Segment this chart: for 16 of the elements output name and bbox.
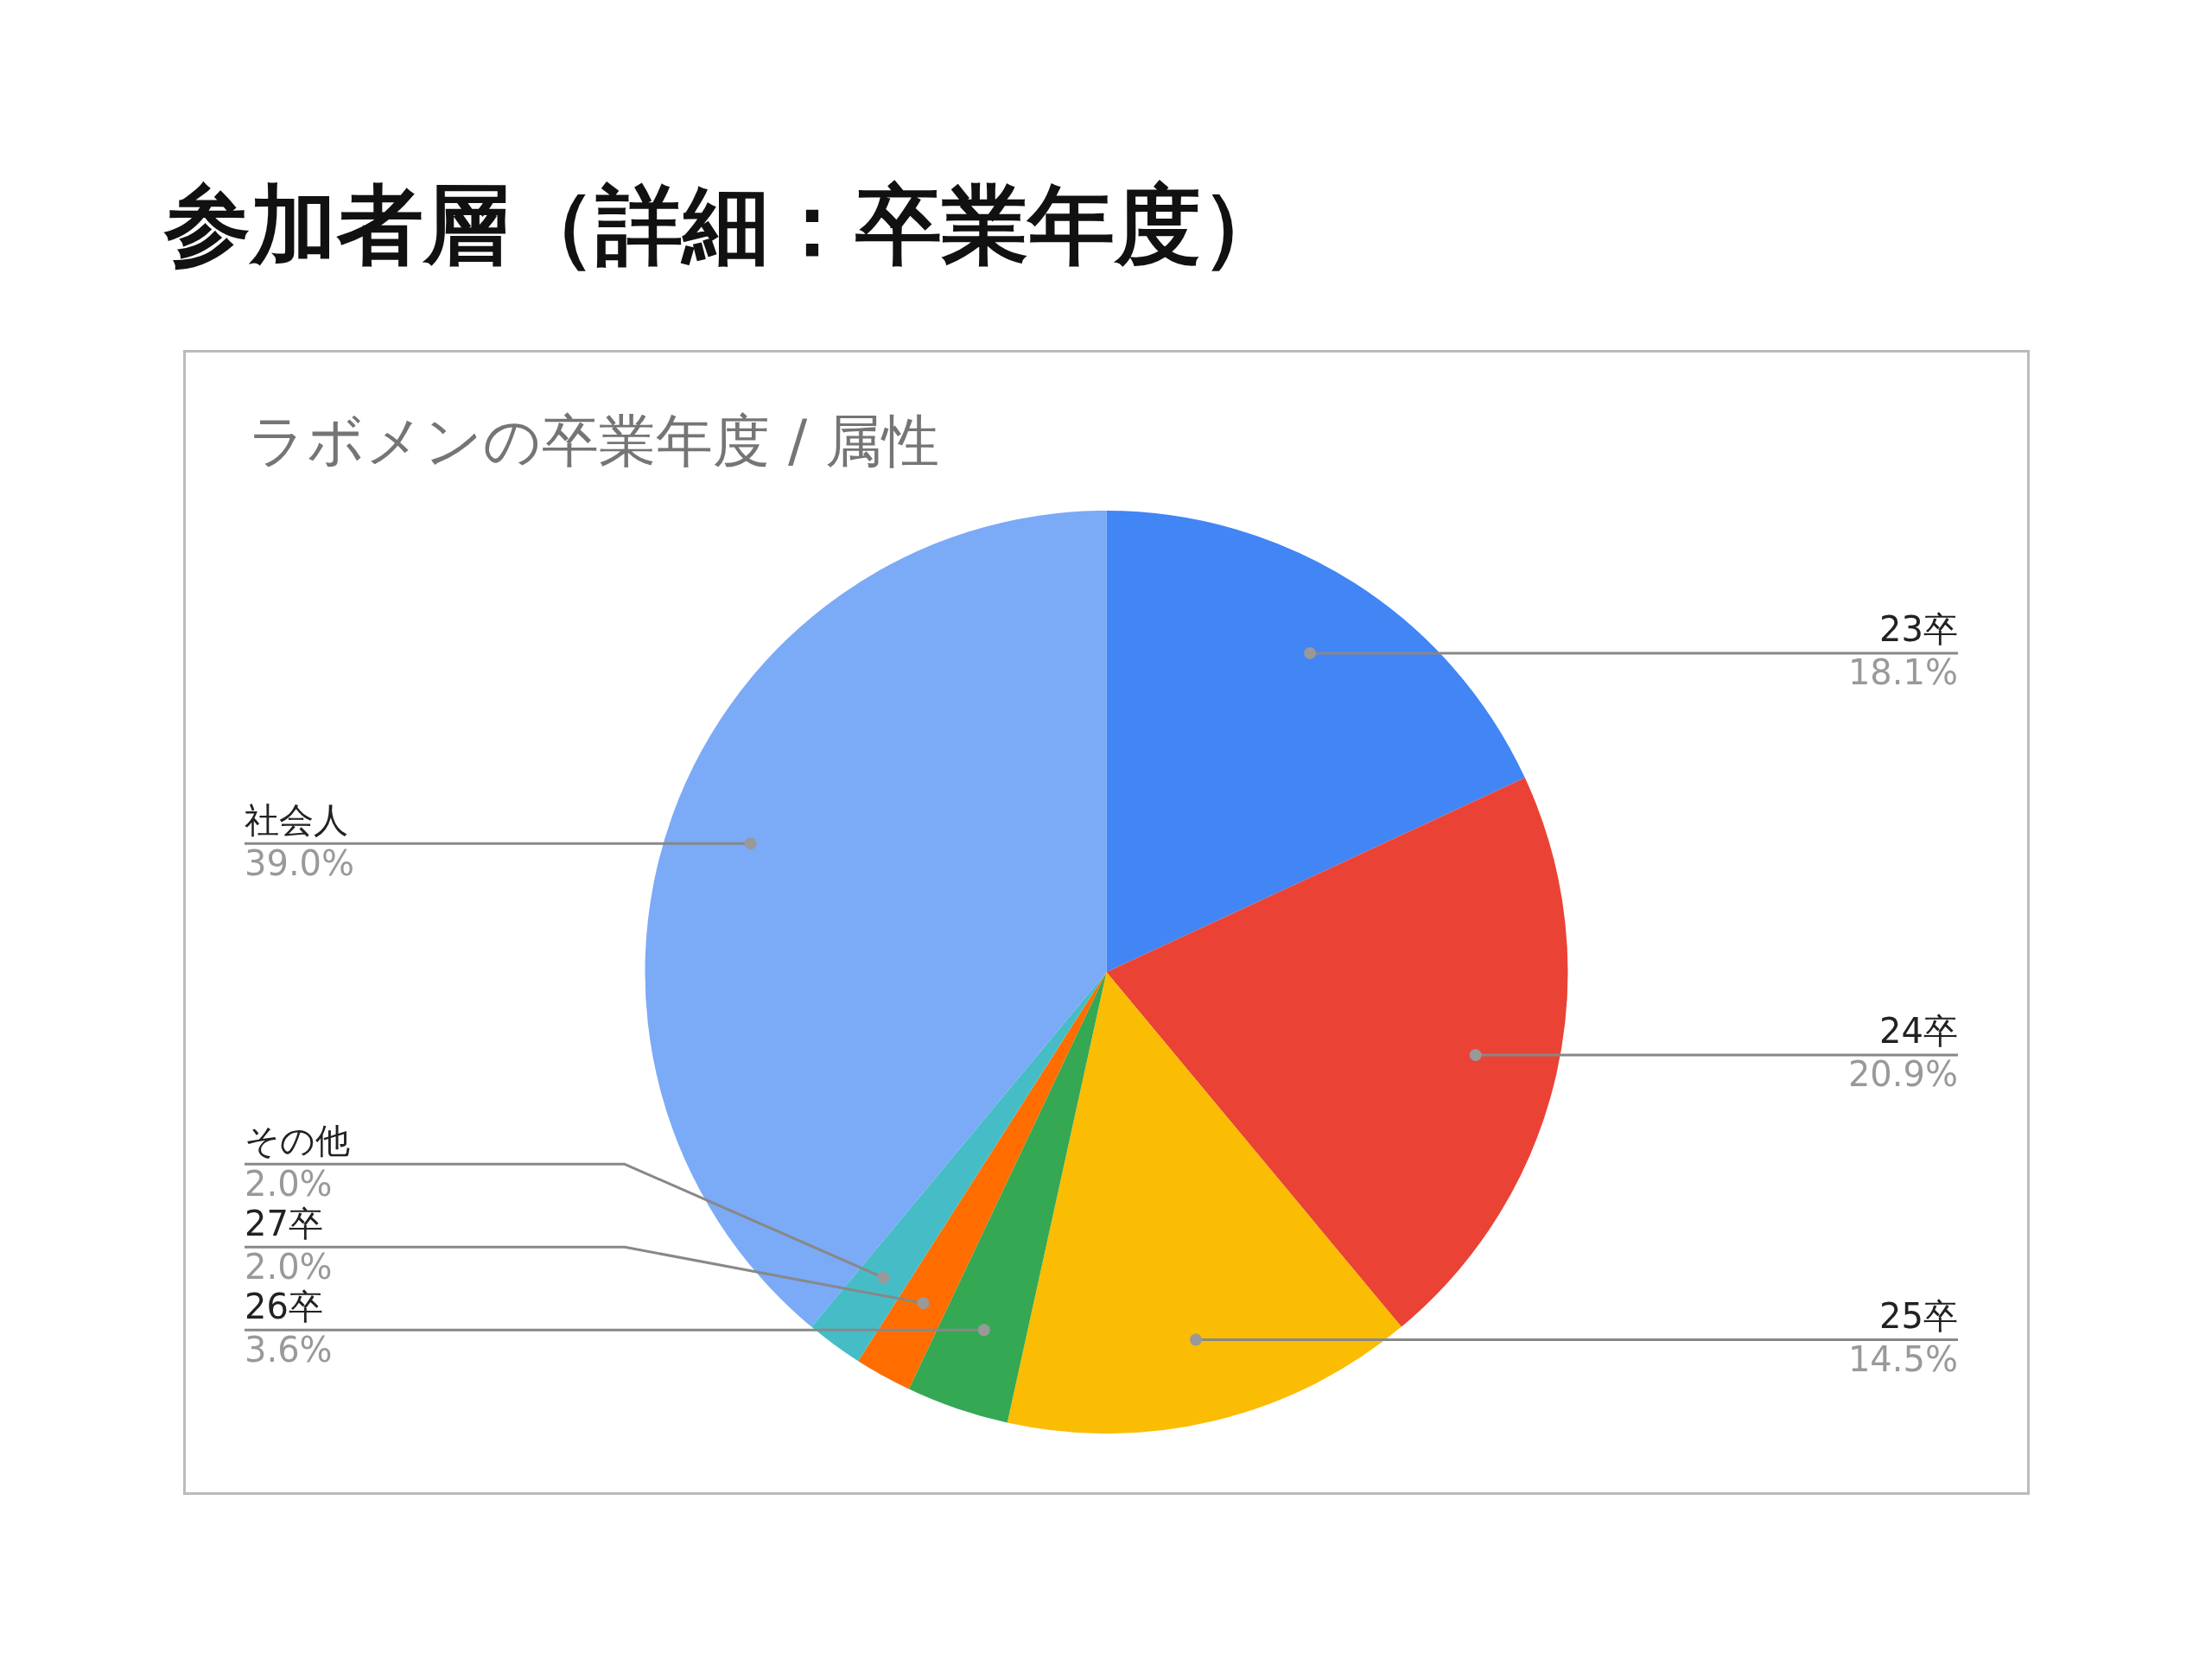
data-label: 3.6%	[245, 1329, 333, 1370]
slice-label: 27卒	[245, 1203, 323, 1243]
slice-label: 23卒	[1879, 609, 1958, 650]
slice-label: その他	[245, 1120, 350, 1160]
slice-label: 26卒	[245, 1286, 323, 1326]
data-label: 2.0%	[245, 1246, 333, 1287]
data-label: 39.0%	[245, 842, 355, 883]
data-label: 14.5%	[1847, 1338, 1958, 1379]
chart-title: 参加者層（詳細：卒業年度）	[164, 174, 1287, 277]
data-label: 20.9%	[1847, 1054, 1958, 1095]
data-label: 18.1%	[1847, 652, 1958, 693]
slice-label: 社会人	[245, 799, 348, 840]
slice-label: 25卒	[1879, 1295, 1958, 1336]
chart-subtitle: ラボメンの卒業年度 / 属性	[248, 407, 940, 476]
data-label: 2.0%	[245, 1163, 333, 1204]
slice-label: 24卒	[1879, 1011, 1958, 1052]
